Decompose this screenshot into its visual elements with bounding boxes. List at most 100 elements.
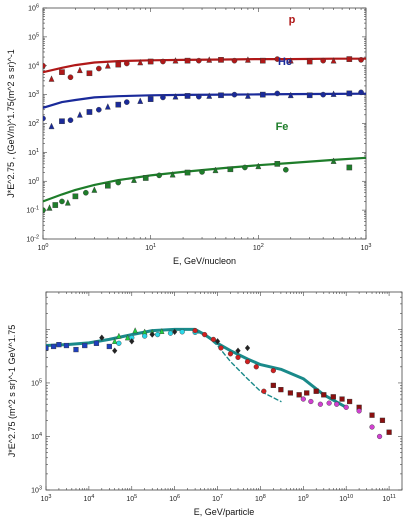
data-point: [111, 337, 118, 344]
plot-frame: [45, 291, 403, 491]
data-point: [199, 169, 205, 175]
y-tick-label: 101: [28, 148, 39, 157]
y-tick-label: 106: [28, 4, 39, 13]
data-point: [147, 96, 154, 102]
data-point: [129, 338, 135, 345]
data-point: [283, 166, 289, 173]
data-point: [317, 401, 323, 407]
data-point: [123, 60, 130, 67]
x-axis-label: E, GeV/particle: [194, 507, 255, 517]
data-point: [218, 57, 224, 63]
data-point: [196, 57, 202, 64]
data-point: [82, 342, 88, 349]
data-point: [59, 118, 65, 125]
series-label: Fe: [276, 121, 289, 133]
data-point: [334, 401, 340, 407]
data-point: [76, 66, 83, 74]
data-point: [76, 111, 83, 118]
data-point: [231, 57, 238, 64]
data-point: [358, 89, 364, 96]
data-point: [346, 56, 353, 62]
data-point: [50, 343, 57, 350]
x-tick-label: 107: [212, 494, 223, 503]
data-point: [67, 74, 74, 81]
x-tick-label: 103: [361, 243, 372, 252]
data-point: [326, 400, 332, 406]
x-tick-label: 103: [41, 494, 52, 503]
series-label: He: [278, 56, 292, 68]
x-tick-label: 100: [38, 243, 49, 252]
y-tick-label: 100: [28, 177, 39, 186]
data-point: [227, 351, 234, 357]
data-point: [96, 106, 102, 113]
plot-area: [46, 327, 392, 440]
data-point: [306, 58, 313, 65]
data-point: [184, 93, 191, 99]
data-point: [159, 327, 165, 334]
data-point: [244, 56, 251, 63]
data-point: [171, 328, 178, 336]
data-point: [253, 364, 259, 370]
data-point: [212, 166, 219, 174]
data-point: [386, 429, 392, 435]
data-point: [59, 69, 65, 75]
data-point: [244, 92, 251, 99]
data-point: [278, 387, 284, 393]
data-point: [115, 101, 122, 108]
data-point: [116, 340, 122, 346]
data-point: [86, 109, 93, 115]
plot-area: [43, 56, 366, 213]
data-point: [154, 332, 161, 338]
data-point: [287, 390, 294, 396]
data-point: [131, 176, 137, 183]
data-point: [43, 207, 46, 213]
data-point: [196, 93, 202, 100]
data-point: [218, 345, 224, 351]
y-tick-label: 103: [31, 486, 42, 495]
data-point: [300, 396, 306, 402]
data-point: [259, 91, 266, 98]
data-point: [184, 169, 191, 176]
data-point: [48, 122, 55, 130]
data-point: [242, 164, 248, 171]
data-point: [124, 334, 131, 341]
data-point: [167, 330, 174, 336]
y-tick-label: 10-2: [26, 235, 39, 244]
data-point: [149, 331, 155, 338]
data-point: [358, 57, 364, 63]
data-point: [320, 57, 326, 64]
data-point: [142, 175, 149, 181]
x-tick-label: 105: [126, 494, 137, 503]
data-point: [202, 332, 208, 338]
data-point: [73, 346, 79, 353]
data-point: [46, 345, 49, 351]
data-point: [46, 204, 53, 211]
data-point: [321, 392, 327, 398]
data-point: [172, 57, 179, 64]
data-point: [48, 75, 55, 82]
fit-curve: [43, 57, 366, 74]
fit-curve: [43, 92, 366, 109]
data-point: [330, 90, 337, 97]
data-point: [206, 56, 213, 63]
data-point: [52, 202, 59, 208]
y-tick-label: 10-1: [26, 206, 39, 215]
top-chart: 100 101 102 103 10-2 10-1 100 101 102 103 104 105 10…: [6, 4, 371, 267]
data-point: [86, 70, 93, 77]
data-point: [306, 92, 313, 99]
data-point: [106, 343, 112, 350]
data-point: [270, 382, 276, 388]
y-tick-label: 104: [28, 61, 39, 70]
data-point: [376, 433, 383, 440]
x-tick-label: 101: [145, 243, 156, 252]
data-point: [244, 344, 251, 352]
data-point: [296, 392, 302, 398]
data-point: [160, 58, 166, 65]
data-point: [115, 179, 122, 186]
data-point: [56, 342, 62, 348]
data-point: [59, 198, 65, 205]
data-point: [179, 329, 185, 335]
y-tick-label: 102: [28, 119, 39, 128]
data-point: [214, 338, 221, 345]
x-tick-label: 1011: [382, 494, 396, 503]
